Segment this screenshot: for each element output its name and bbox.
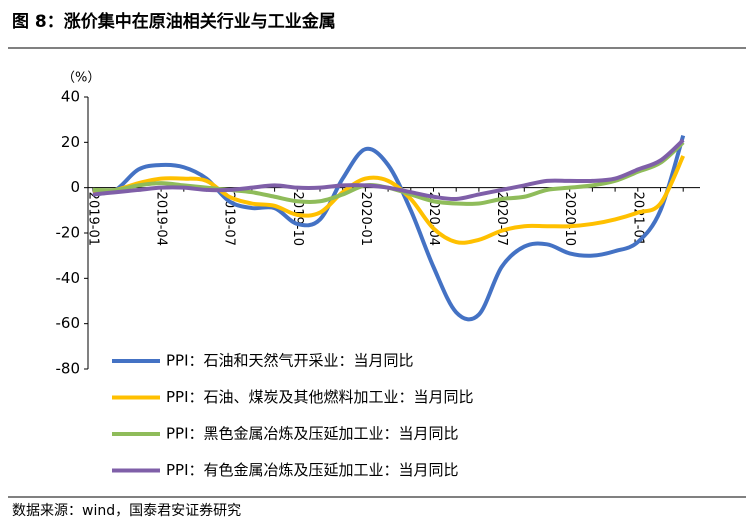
series-line (92, 138, 685, 202)
legend-box (104, 342, 634, 488)
legend-label: PPI：石油、煤炭及其他燃料加工业：当月同比 (166, 388, 474, 406)
y-tick-label: 0 (70, 178, 80, 196)
x-tick-label: 2019-04 (154, 192, 169, 246)
x-tick-label: 2019-01 (86, 192, 101, 246)
x-tick-label: 2019-10 (290, 192, 305, 246)
y-tick-label: -20 (56, 224, 81, 242)
source: 数据来源：wind，国泰君安证券研究 (12, 503, 241, 519)
series-line (92, 140, 685, 206)
x-tick-label: 2020-01 (358, 192, 373, 246)
x-tick-label: 2020-10 (562, 192, 577, 246)
chart-title: 图 8：涨价集中在原油相关行业与工业金属 (12, 11, 336, 32)
y-axis-label: （%） (62, 71, 100, 86)
legend-label: PPI：黑色金属冶炼及压延加工业：当月同比 (166, 425, 459, 443)
series-line (92, 155, 686, 245)
series-line (92, 134, 686, 322)
legend-label: PPI：有色金属冶炼及压延加工业：当月同比 (166, 461, 459, 479)
x-tick-label: 2021-01 (630, 192, 645, 246)
y-tick-label: 40 (61, 88, 80, 106)
y-tick-label: 20 (61, 133, 80, 151)
y-tick-label: -60 (56, 314, 81, 332)
legend-label: PPI：石油和天然气开采业：当月同比 (166, 352, 414, 370)
y-tick-label: -40 (56, 269, 81, 287)
y-tick-label: -80 (56, 360, 81, 378)
